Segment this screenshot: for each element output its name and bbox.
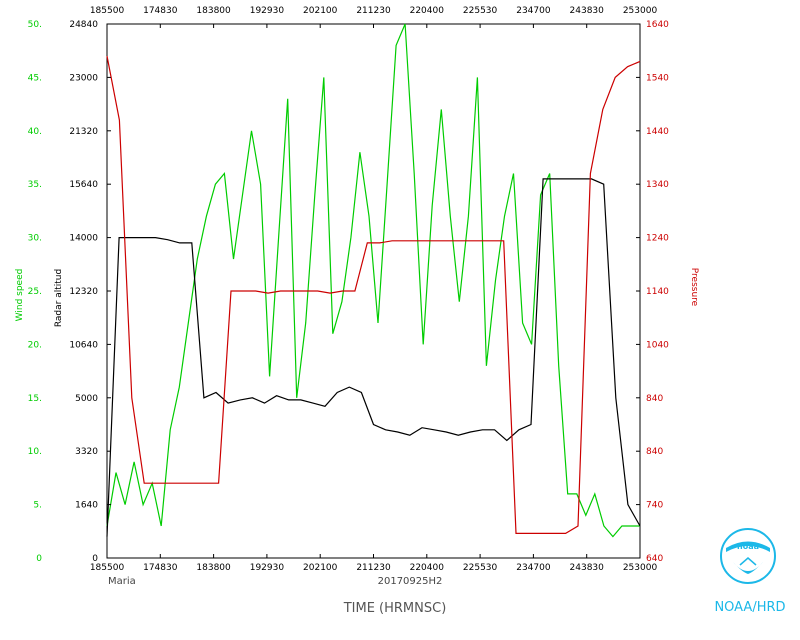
series-layer (106, 23, 641, 538)
y-tick-label-altitude: 24840 (69, 20, 98, 30)
y-tick-label-wind: 5. (33, 501, 42, 511)
y-tick-label-altitude: 15640 (69, 180, 98, 190)
x-tick-label-top: 192930 (250, 6, 285, 16)
y-tick-label-pressure: 1640 (646, 20, 669, 30)
y-tick-label-wind: 30. (28, 234, 42, 244)
y-tick-label-pressure: 1140 (646, 287, 669, 297)
x-tick-label-top: 253000 (623, 6, 658, 16)
x-tick-label-top: 202100 (303, 6, 338, 16)
y-tick-label-altitude: 0 (92, 554, 98, 564)
y-tick-label-pressure: 1040 (646, 340, 669, 350)
y-tick-label-altitude: 23000 (69, 73, 98, 83)
x-tick-label-top: 183800 (196, 6, 231, 16)
x-tick-label-top: 185500 (90, 6, 125, 16)
y-tick-label-wind: 0 (36, 554, 42, 564)
y-tick-label-altitude: 10640 (69, 340, 98, 350)
noaa-hrd-label: NOAA/HRD (714, 600, 785, 615)
series-line-radar-altitude (106, 178, 641, 537)
y-tick-label-altitude: 3320 (75, 447, 98, 457)
x-tick-label-top: 243830 (570, 6, 605, 16)
storm-name: Maria (108, 576, 136, 587)
x-tick-label-top: 234700 (516, 6, 551, 16)
x-tick-label-bottom: 192930 (250, 563, 285, 573)
y-tick-label-altitude: 14000 (69, 234, 98, 244)
x-tick-label-bottom: 185500 (90, 563, 125, 573)
x-tick-label-top: 211230 (356, 6, 391, 16)
noaa-logo (720, 528, 776, 584)
y-axis-label-pressure: Pressure (689, 268, 699, 307)
x-tick-label-bottom: 202100 (303, 563, 338, 573)
y-tick-label-wind: 25. (28, 287, 42, 297)
logo-mark-text: noaa (737, 542, 759, 551)
y-tick-label-altitude: 12320 (69, 287, 98, 297)
y-tick-label-wind: 10. (28, 447, 42, 457)
y-tick-label-wind: 35. (28, 180, 42, 190)
date-label: 20170925H2 (378, 576, 443, 587)
y-tick-label-altitude: 21320 (69, 127, 98, 137)
y-tick-label-pressure: 1340 (646, 180, 669, 190)
y-axis-label-altitude: Radar altitud (54, 269, 64, 327)
y-tick-label-pressure: 840 (646, 394, 663, 404)
x-tick-label-top: 174830 (143, 6, 178, 16)
plot-frame (106, 23, 641, 559)
x-tick-label-bottom: 220400 (410, 563, 445, 573)
y-tick-label-altitude: 1640 (75, 501, 98, 511)
y-tick-label-wind: 50. (28, 20, 42, 30)
series-line-pressure (106, 55, 641, 535)
x-tick-label-bottom: 183800 (196, 563, 231, 573)
y-tick-label-pressure: 1540 (646, 73, 669, 83)
y-tick-label-wind: 20. (28, 340, 42, 350)
x-tick-label-bottom: 234700 (516, 563, 551, 573)
x-tick-label-top: 220400 (410, 6, 445, 16)
y-tick-label-pressure: 640 (646, 554, 663, 564)
x-tick-label-bottom: 174830 (143, 563, 178, 573)
y-tick-label-pressure: 1240 (646, 234, 669, 244)
y-tick-label-pressure: 740 (646, 501, 663, 511)
ticks-layer: 185500 185500 174830 174830 183800 183800 1929… (28, 6, 670, 573)
y-tick-label-wind: 40. (28, 127, 42, 137)
x-tick-label-top: 225530 (463, 6, 498, 16)
x-tick-label-bottom: 225530 (463, 563, 498, 573)
y-axis-label-wind: Wind speed (15, 269, 25, 322)
x-tick-label-bottom: 243830 (570, 563, 605, 573)
y-tick-label-altitude: 5000 (75, 394, 98, 404)
x-tick-label-bottom: 211230 (356, 563, 391, 573)
x-tick-label-bottom: 253000 (623, 563, 658, 573)
y-tick-label-pressure: 1440 (646, 127, 669, 137)
plot-border (106, 23, 641, 559)
series-line-wind-speed (106, 23, 640, 538)
x-axis-title: TIME (HRMNSC) (343, 601, 447, 616)
y-tick-label-pressure: 840 (646, 447, 663, 457)
y-tick-label-wind: 15. (28, 394, 42, 404)
y-tick-label-wind: 45. (28, 73, 42, 83)
